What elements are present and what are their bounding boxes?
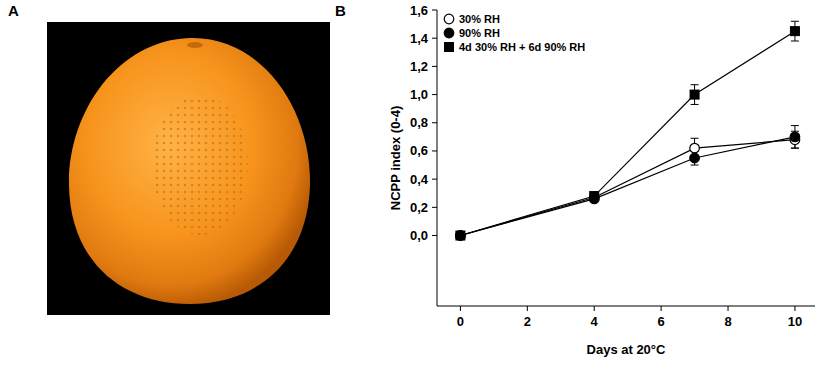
y-tick-label: 1,4 xyxy=(410,31,429,46)
panel-label: B xyxy=(335,2,346,19)
error-bar xyxy=(691,85,699,105)
plot-area xyxy=(456,21,800,240)
y-tick xyxy=(432,179,437,180)
data-point xyxy=(690,90,699,99)
y-tick xyxy=(432,122,437,123)
y-tick-label: 1,6 xyxy=(410,3,428,18)
x-tick-label: 4 xyxy=(591,314,599,329)
x-tick xyxy=(460,306,461,311)
x-tick-label: 10 xyxy=(788,314,802,329)
legend-marker xyxy=(444,28,454,38)
legend-label: 4d 30% RH + 6d 90% RH xyxy=(459,41,585,53)
x-tick xyxy=(661,306,662,311)
error-bar xyxy=(791,21,799,41)
legend-marker xyxy=(444,14,454,24)
photo-background xyxy=(47,22,330,315)
y-tick xyxy=(432,38,437,39)
data-point xyxy=(456,231,466,241)
y-tick xyxy=(432,66,437,67)
orange-fruit xyxy=(69,38,310,304)
y-tick xyxy=(432,94,437,95)
x-tick xyxy=(794,306,795,311)
x-tick xyxy=(527,306,528,311)
data-point xyxy=(590,192,599,201)
data-point xyxy=(690,153,700,163)
y-tick-label: 0,4 xyxy=(410,172,429,187)
figure: A B 0,0 0,2 0,4 0,6 0,8 1,0 1,2 1,4 1,6 0 2 4 6 8 10 Days… xyxy=(0,0,829,383)
y-tick-label: 0,2 xyxy=(410,200,428,215)
panel-label: A xyxy=(8,2,19,19)
stem-end xyxy=(187,42,203,48)
error-bar xyxy=(691,151,699,165)
legend-marker xyxy=(445,43,454,52)
y-tick xyxy=(432,235,437,236)
y-tick xyxy=(432,150,437,151)
data-point xyxy=(456,231,466,241)
x-tick xyxy=(594,306,595,311)
data-point xyxy=(690,143,700,153)
y-axis xyxy=(437,10,438,306)
y-tick-label: 0,0 xyxy=(410,228,428,243)
y-tick-label: 0,8 xyxy=(410,115,428,130)
y-tick-label: 1,2 xyxy=(410,59,428,74)
legend: 30% RH 90% RH 4d 30% RH + 6d 90% RH xyxy=(444,13,585,53)
y-tick xyxy=(432,207,437,208)
legend-label: 30% RH xyxy=(459,13,500,25)
legend-label: 90% RH xyxy=(459,27,500,39)
x-tick-label: 6 xyxy=(658,314,665,329)
series-line xyxy=(460,31,795,235)
y-axis-label: NCPP index (0-4) xyxy=(388,106,403,211)
data-point xyxy=(790,132,800,142)
x-tick-label: 2 xyxy=(524,314,531,329)
peel-pitting xyxy=(152,95,248,235)
x-tick-label: 0 xyxy=(457,314,464,329)
x-tick xyxy=(728,306,729,311)
x-axis-label: Days at 20°C xyxy=(587,342,667,357)
data-point xyxy=(790,27,799,36)
y-tick xyxy=(432,10,437,11)
x-axis xyxy=(437,306,815,307)
y-tick-label: 0,6 xyxy=(410,143,428,158)
error-bar xyxy=(791,126,799,149)
data-point xyxy=(456,231,465,240)
y-tick-label: 1,0 xyxy=(410,87,428,102)
x-tick-label: 8 xyxy=(724,314,731,329)
